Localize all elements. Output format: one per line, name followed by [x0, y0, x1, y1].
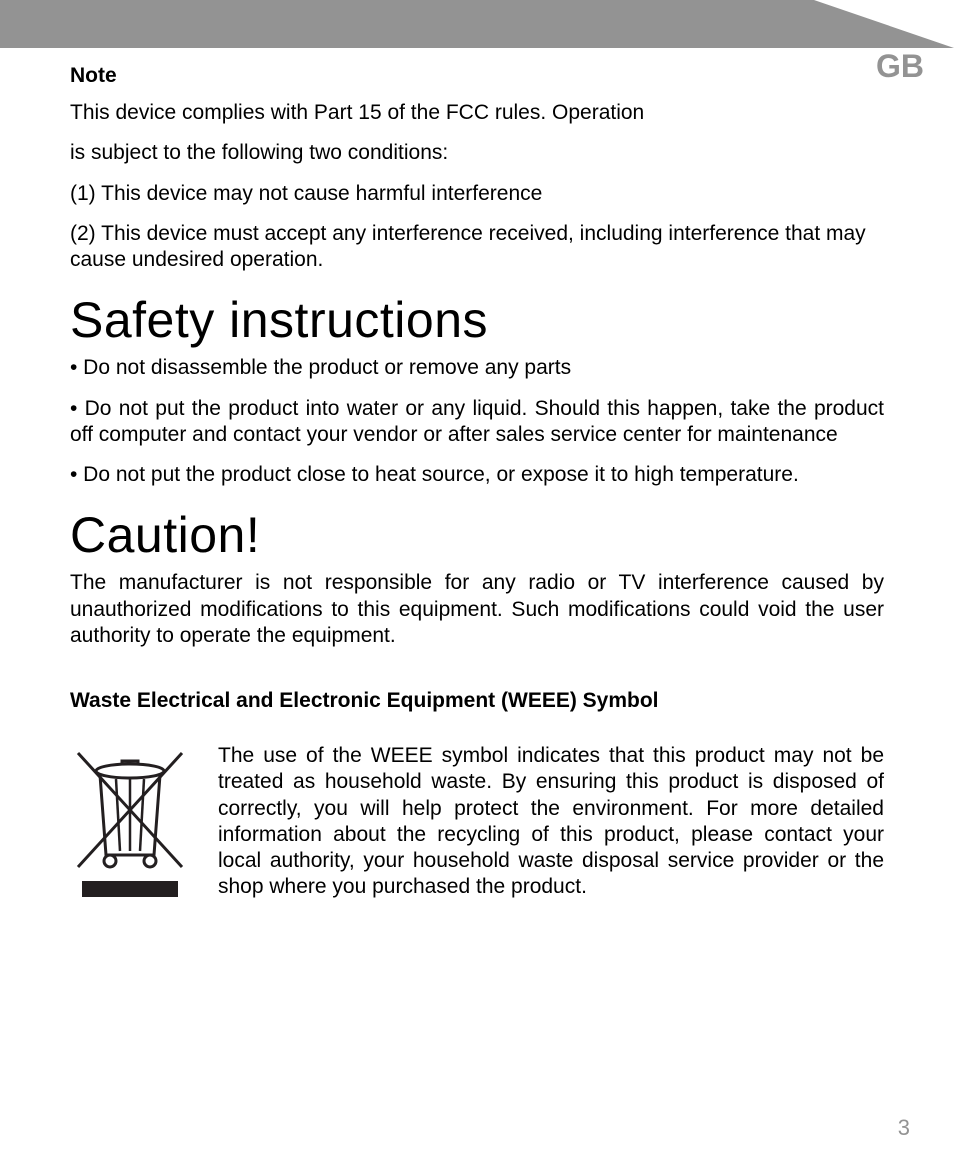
header-bar — [0, 0, 954, 48]
weee-text: The use of the WEEE symbol indicates tha… — [218, 743, 884, 901]
note-line1: This device complies with Part 15 of the… — [70, 100, 884, 126]
page-content: Note This device complies with Part 15 o… — [0, 48, 954, 908]
safety-bullet2: • Do not put the product into water or a… — [70, 396, 884, 449]
header-triangle-cut — [814, 0, 954, 48]
safety-heading: Safety instructions — [70, 291, 884, 349]
safety-bullet3: • Do not put the product close to heat s… — [70, 462, 884, 488]
weee-heading: Waste Electrical and Electronic Equipmen… — [70, 689, 884, 713]
caution-heading: Caution! — [70, 506, 884, 564]
weee-block: The use of the WEEE symbol indicates tha… — [70, 743, 884, 908]
safety-bullet1: • Do not disassemble the product or remo… — [70, 355, 884, 381]
caution-text: The manufacturer is not responsible for … — [70, 570, 884, 649]
weee-bin-icon — [70, 743, 190, 908]
note-heading: Note — [70, 64, 884, 88]
note-line2: is subject to the following two conditio… — [70, 140, 884, 166]
note-item2: (2) This device must accept any interfer… — [70, 221, 884, 274]
note-item1: (1) This device may not cause harmful in… — [70, 181, 884, 207]
page-number: 3 — [898, 1115, 910, 1141]
language-label: GB — [876, 48, 924, 85]
